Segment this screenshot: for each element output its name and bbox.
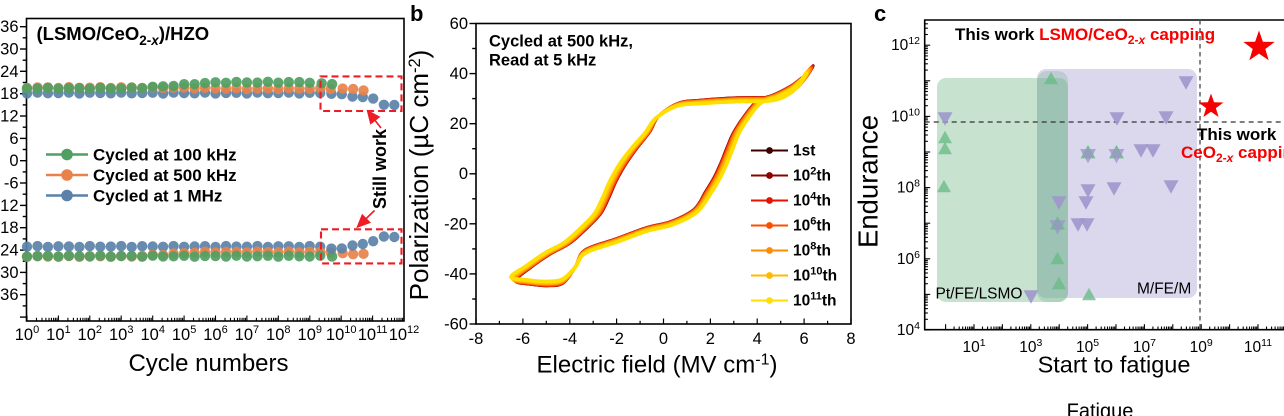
svg-text:-40: -40 bbox=[444, 265, 468, 283]
svg-text:(LSMO/CeO2-x)/HZO: (LSMO/CeO2-x)/HZO bbox=[37, 23, 210, 48]
svg-text:-20: -20 bbox=[444, 215, 468, 233]
svg-text:Cycle numbers: Cycle numbers bbox=[128, 350, 288, 377]
svg-text:Cycled at 100 kHz: Cycled at 100 kHz bbox=[93, 146, 237, 165]
svg-text:Pt/FE/LSMO: Pt/FE/LSMO bbox=[936, 286, 1023, 303]
svg-text:-6: -6 bbox=[4, 175, 19, 193]
svg-text:b: b bbox=[410, 1, 423, 26]
svg-text:0: 0 bbox=[659, 330, 668, 348]
svg-text:Still work: Still work bbox=[370, 128, 390, 209]
svg-text:24: 24 bbox=[0, 63, 18, 81]
svg-text:108th: 108th bbox=[793, 241, 831, 260]
svg-text:-8: -8 bbox=[469, 330, 484, 348]
svg-text:This work: This work bbox=[1197, 125, 1277, 144]
svg-text:Start to fatigue: Start to fatigue bbox=[1038, 352, 1191, 378]
svg-text:106th: 106th bbox=[793, 216, 831, 235]
svg-text:24: 24 bbox=[0, 242, 18, 260]
svg-text:2: 2 bbox=[706, 330, 715, 348]
svg-text:30: 30 bbox=[0, 41, 18, 59]
svg-text:36: 36 bbox=[0, 18, 18, 36]
svg-text:30: 30 bbox=[0, 264, 18, 282]
svg-text:This work LSMO/CeO2-x capping: This work LSMO/CeO2-x capping bbox=[955, 25, 1215, 47]
svg-text:20: 20 bbox=[450, 115, 468, 133]
svg-text:100: 100 bbox=[15, 324, 39, 344]
svg-text:18: 18 bbox=[0, 219, 18, 237]
svg-text:M/FE/M: M/FE/M bbox=[1137, 281, 1191, 298]
svg-text:c: c bbox=[874, 1, 886, 26]
svg-text:4: 4 bbox=[753, 330, 762, 348]
svg-text:107: 107 bbox=[235, 324, 259, 344]
svg-text:Polarization (µC cm-2): Polarization (µC cm-2) bbox=[404, 50, 434, 301]
svg-text:36: 36 bbox=[0, 286, 18, 304]
svg-text:40: 40 bbox=[450, 65, 468, 83]
svg-text:-4: -4 bbox=[562, 330, 577, 348]
svg-text:104th: 104th bbox=[793, 191, 831, 210]
svg-text:60: 60 bbox=[450, 15, 468, 33]
svg-text:Endurance: Endurance bbox=[853, 115, 884, 248]
svg-text:102: 102 bbox=[78, 324, 102, 344]
svg-text:Cycled at 500 kHz,: Cycled at 500 kHz, bbox=[489, 33, 633, 51]
svg-text:101: 101 bbox=[46, 324, 70, 344]
svg-text:1010th: 1010th bbox=[793, 266, 837, 285]
svg-text:0: 0 bbox=[459, 165, 468, 183]
svg-text:-2: -2 bbox=[609, 330, 624, 348]
svg-text:Cycled at 1 MHz: Cycled at 1 MHz bbox=[93, 187, 222, 206]
svg-text:1011th: 1011th bbox=[793, 291, 837, 310]
svg-text:0: 0 bbox=[9, 152, 18, 170]
svg-text:6: 6 bbox=[9, 130, 18, 148]
svg-text:108: 108 bbox=[266, 324, 290, 344]
svg-text:Read at 5 kHz: Read at 5 kHz bbox=[489, 52, 596, 70]
svg-text:104: 104 bbox=[140, 324, 164, 344]
svg-text:109: 109 bbox=[298, 324, 322, 344]
svg-text:Electric field (MV cm-1): Electric field (MV cm-1) bbox=[537, 352, 778, 379]
svg-text:-60: -60 bbox=[444, 316, 468, 334]
svg-text:Cycled at 500 kHz: Cycled at 500 kHz bbox=[93, 166, 237, 185]
svg-text:106: 106 bbox=[203, 324, 227, 344]
svg-text:CeO2-x capping: CeO2-x capping bbox=[1181, 143, 1284, 165]
svg-text:12: 12 bbox=[0, 108, 18, 126]
svg-text:6: 6 bbox=[800, 330, 809, 348]
svg-text:1st: 1st bbox=[793, 143, 815, 160]
svg-text:Fatigue: Fatigue bbox=[1067, 401, 1134, 416]
svg-text:18: 18 bbox=[0, 85, 18, 103]
svg-text:103: 103 bbox=[109, 324, 133, 344]
svg-text:8: 8 bbox=[846, 330, 855, 348]
svg-text:12: 12 bbox=[0, 197, 18, 215]
svg-text:-6: -6 bbox=[516, 330, 531, 348]
svg-text:102th: 102th bbox=[793, 166, 831, 185]
